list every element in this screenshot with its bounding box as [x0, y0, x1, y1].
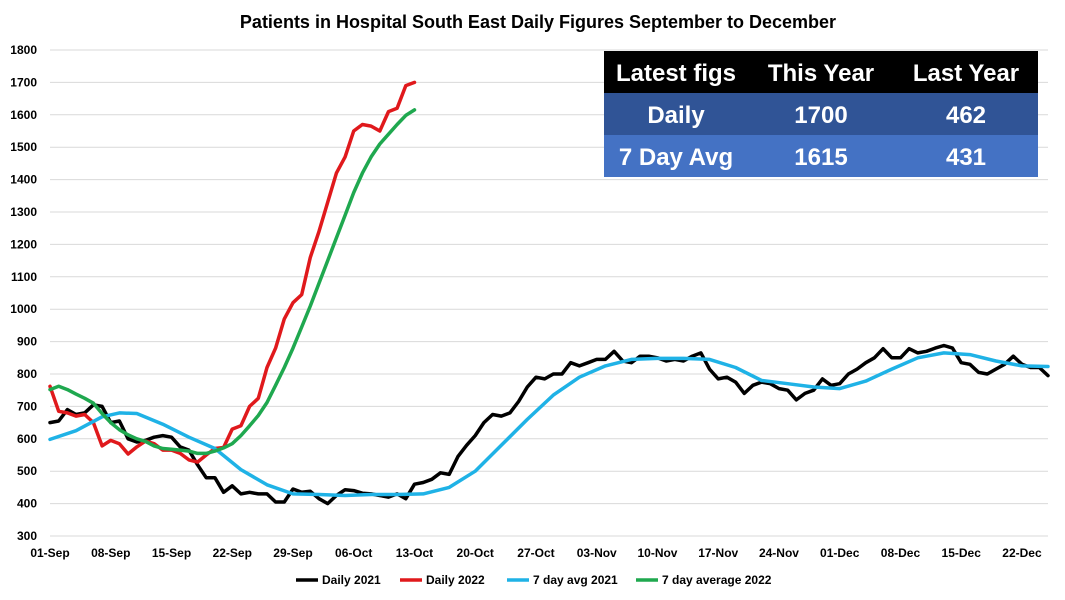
legend-label-7-day-average-2022: 7 day average 2022: [662, 573, 772, 587]
table-cell-daily-label: Daily: [647, 102, 705, 129]
x-axis: 01-Sep 08-Sep 15-Sep 22-Sep 29-Sep 06-Oct 13-O…: [30, 546, 1042, 560]
series-line-daily-2022: [48, 80, 417, 464]
x-tick-label: 01-Dec: [820, 546, 860, 560]
y-tick-label: 1400: [10, 173, 37, 187]
x-tick-label: 17-Nov: [698, 546, 738, 560]
table-cell-daily-this-year: 1700: [794, 102, 847, 129]
x-tick-label: 08-Sep: [91, 546, 130, 560]
y-tick-label: 1100: [11, 270, 37, 284]
x-tick-label: 22-Dec: [1002, 546, 1042, 560]
table-row-avg-bg: [604, 135, 1038, 177]
y-tick-label: 700: [17, 399, 37, 413]
x-tick-label: 27-Oct: [517, 546, 554, 560]
legend-label-7-day-avg-2021: 7 day avg 2021: [533, 573, 618, 587]
y-tick-label: 1800: [10, 43, 37, 57]
legend: Daily 2021 Daily 2022 7 day avg 2021 7 day …: [296, 573, 772, 587]
table-cell-avg-last-year: 431: [946, 144, 986, 171]
series-line-7-day-average-2022: [48, 108, 417, 456]
y-tick-label: 1500: [10, 140, 37, 154]
table-cell-daily-last-year: 462: [946, 102, 986, 129]
table-header-latest-figs: Latest figs: [616, 60, 736, 87]
x-tick-label: 22-Sep: [213, 546, 252, 560]
x-tick-label: 06-Oct: [335, 546, 372, 560]
x-tick-label: 08-Dec: [881, 546, 921, 560]
table-row-daily-bg: [604, 93, 1038, 135]
legend-label-daily-2021: Daily 2021: [322, 573, 381, 587]
chart-title: Patients in Hospital South East Daily Fi…: [240, 12, 836, 32]
table-cell-avg-label: 7 Day Avg: [619, 144, 733, 171]
y-tick-label: 1700: [10, 75, 37, 89]
y-tick-label: 1600: [10, 108, 37, 122]
x-tick-label: 13-Oct: [396, 546, 433, 560]
x-tick-label: 03-Nov: [577, 546, 617, 560]
x-tick-label: 15-Dec: [942, 546, 982, 560]
x-tick-label: 10-Nov: [637, 546, 677, 560]
x-tick-label: 29-Sep: [273, 546, 312, 560]
x-tick-label: 15-Sep: [152, 546, 191, 560]
table-header-last-year: Last Year: [913, 60, 1019, 87]
series-line-7-day-avg-2021: [48, 351, 1050, 498]
y-tick-label: 300: [17, 529, 37, 543]
y-tick-label: 900: [17, 335, 37, 349]
x-tick-label: 20-Oct: [457, 546, 494, 560]
y-tick-label: 600: [17, 432, 37, 446]
table-cell-avg-this-year: 1615: [794, 144, 847, 171]
x-tick-label: 24-Nov: [759, 546, 799, 560]
x-tick-label: 01-Sep: [30, 546, 69, 560]
table-header-bg: [604, 51, 1038, 93]
y-tick-label: 800: [17, 367, 37, 381]
y-tick-label: 1200: [10, 237, 37, 251]
y-axis: 300 400 500 600 700 800 900 1000 1100 1200 1300 140…: [10, 43, 37, 543]
series-lines: [48, 80, 1050, 506]
legend-label-daily-2022: Daily 2022: [426, 573, 485, 587]
y-tick-label: 500: [17, 464, 37, 478]
y-tick-label: 400: [17, 497, 37, 511]
y-tick-label: 1000: [10, 302, 37, 316]
summary-table: Latest figs This Year Last Year Daily 17…: [604, 51, 1038, 177]
series-line-daily-2021: [48, 343, 1050, 506]
y-tick-label: 1300: [10, 205, 37, 219]
table-header-this-year: This Year: [768, 60, 874, 87]
